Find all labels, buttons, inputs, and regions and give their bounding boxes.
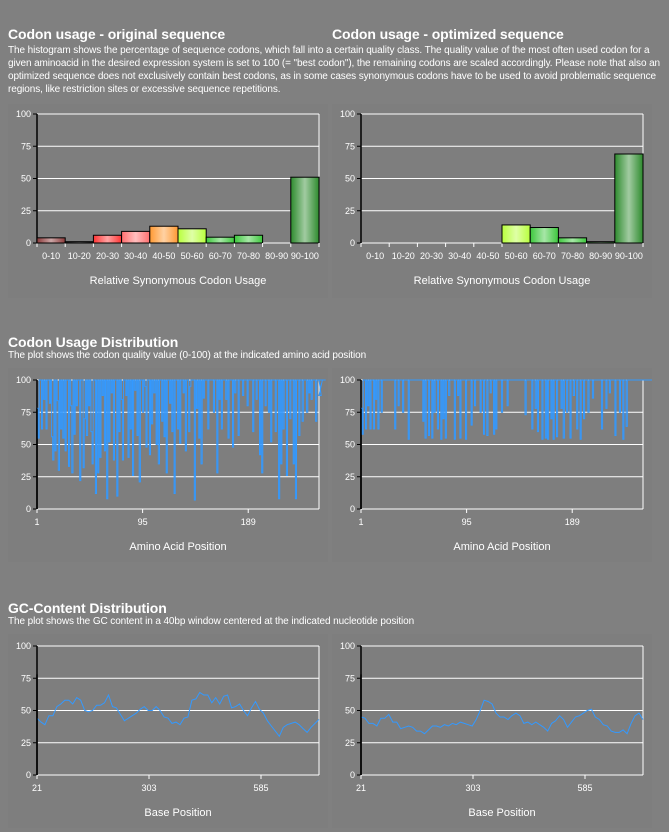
bar-70-80 bbox=[233, 234, 264, 244]
bar-30-40 bbox=[121, 230, 151, 244]
bar-0-10 bbox=[36, 237, 66, 244]
y-tick-label: 25 bbox=[345, 472, 355, 482]
x-tick-label: 0-10 bbox=[42, 251, 60, 261]
y-tick-label: 0 bbox=[350, 504, 355, 514]
y-tick-label: 25 bbox=[345, 738, 355, 748]
x-tick-label: 60-70 bbox=[209, 251, 232, 261]
bar-40-50 bbox=[149, 225, 179, 244]
y-tick-label: 50 bbox=[21, 706, 31, 716]
codon-dist-optimized-panel bbox=[332, 368, 652, 562]
x-axis-title: Amino Acid Position bbox=[129, 541, 226, 553]
gc-distribution-title: GC-Content Distribution bbox=[8, 600, 167, 616]
bar-70-80 bbox=[557, 237, 588, 244]
x-tick-label: 10-20 bbox=[68, 251, 91, 261]
x-tick-label: 70-80 bbox=[237, 251, 260, 261]
x-tick-label: 50-60 bbox=[505, 251, 528, 261]
bar-80-90 bbox=[586, 241, 616, 244]
y-tick-label: 100 bbox=[16, 375, 31, 385]
codon-distribution-title: Codon Usage Distribution bbox=[8, 334, 179, 350]
x-tick-label: 30-40 bbox=[124, 251, 147, 261]
x-tick-label: 20-30 bbox=[420, 251, 443, 261]
y-tick-label: 75 bbox=[21, 673, 31, 683]
y-tick-label: 50 bbox=[345, 440, 355, 450]
codon-usage-optimized-title: Codon usage - optimized sequence bbox=[332, 26, 564, 42]
gc-original-series-line bbox=[36, 691, 320, 738]
y-tick-label: 0 bbox=[350, 770, 355, 780]
gc-optimized-series-line bbox=[360, 699, 644, 735]
y-tick-label: 50 bbox=[345, 706, 355, 716]
y-tick-label: 75 bbox=[345, 141, 355, 151]
y-tick-label: 100 bbox=[16, 109, 31, 119]
codon-dist-optimized-series-line bbox=[361, 379, 652, 440]
x-axis-title: Base Position bbox=[468, 807, 535, 819]
x-tick-label: 95 bbox=[462, 517, 472, 527]
x-tick-label: 80-90 bbox=[589, 251, 612, 261]
bar-90-100 bbox=[290, 176, 320, 244]
x-tick-label: 303 bbox=[141, 783, 156, 793]
y-tick-label: 75 bbox=[21, 407, 31, 417]
x-tick-label: 10-20 bbox=[392, 251, 415, 261]
y-tick-label: 0 bbox=[350, 238, 355, 248]
x-tick-label: 95 bbox=[138, 517, 148, 527]
bar-90-100 bbox=[614, 153, 644, 244]
x-axis-title: Relative Synonymous Codon Usage bbox=[414, 275, 591, 287]
bar-50-60 bbox=[177, 228, 207, 244]
gc-distribution-description: The plot shows the GC content in a 40bp … bbox=[8, 616, 415, 627]
x-tick-label: 21 bbox=[356, 783, 366, 793]
bar-60-70 bbox=[529, 227, 559, 244]
y-tick-label: 0 bbox=[26, 770, 31, 780]
y-tick-label: 100 bbox=[340, 375, 355, 385]
y-tick-label: 25 bbox=[345, 206, 355, 216]
codon-usage-description: The histogram shows the percentage of se… bbox=[8, 45, 661, 95]
x-tick-label: 189 bbox=[565, 517, 580, 527]
y-tick-label: 100 bbox=[340, 109, 355, 119]
y-tick-label: 25 bbox=[21, 472, 31, 482]
x-tick-label: 1 bbox=[34, 517, 39, 527]
x-axis-title: Relative Synonymous Codon Usage bbox=[90, 275, 267, 287]
bar-10-20 bbox=[64, 241, 94, 244]
x-tick-label: 0-10 bbox=[366, 251, 384, 261]
x-tick-label: 50-60 bbox=[181, 251, 204, 261]
gc-optimized-panel bbox=[332, 634, 652, 828]
y-tick-label: 100 bbox=[16, 641, 31, 651]
y-tick-label: 0 bbox=[26, 238, 31, 248]
y-tick-label: 75 bbox=[345, 673, 355, 683]
x-tick-label: 303 bbox=[465, 783, 480, 793]
bar-60-70 bbox=[205, 236, 235, 244]
x-tick-label: 585 bbox=[253, 783, 268, 793]
y-tick-label: 50 bbox=[21, 174, 31, 184]
x-axis-title: Base Position bbox=[144, 807, 211, 819]
x-tick-label: 189 bbox=[241, 517, 256, 527]
x-tick-label: 70-80 bbox=[561, 251, 584, 261]
y-tick-label: 75 bbox=[21, 141, 31, 151]
y-tick-label: 75 bbox=[345, 407, 355, 417]
y-tick-label: 25 bbox=[21, 206, 31, 216]
bar-20-30 bbox=[92, 234, 123, 244]
y-tick-label: 50 bbox=[21, 440, 31, 450]
x-tick-label: 40-50 bbox=[152, 251, 175, 261]
x-tick-label: 30-40 bbox=[448, 251, 471, 261]
y-tick-label: 100 bbox=[340, 641, 355, 651]
x-tick-label: 40-50 bbox=[476, 251, 499, 261]
codon-usage-original-title: Codon usage - original sequence bbox=[8, 26, 226, 42]
x-tick-label: 60-70 bbox=[533, 251, 556, 261]
bar-50-60 bbox=[501, 224, 531, 244]
x-tick-label: 20-30 bbox=[96, 251, 119, 261]
x-tick-label: 585 bbox=[577, 783, 592, 793]
x-tick-label: 21 bbox=[32, 783, 42, 793]
x-axis-title: Amino Acid Position bbox=[453, 541, 550, 553]
y-tick-label: 50 bbox=[345, 174, 355, 184]
x-tick-label: 1 bbox=[358, 517, 363, 527]
x-tick-label: 90-100 bbox=[615, 251, 643, 261]
codon-dist-original-series-line bbox=[37, 379, 326, 501]
codon-distribution-description: The plot shows the codon quality value (… bbox=[8, 350, 367, 361]
hist-original-panel bbox=[8, 104, 328, 298]
x-tick-label: 90-100 bbox=[291, 251, 319, 261]
y-tick-label: 25 bbox=[21, 738, 31, 748]
y-tick-label: 0 bbox=[26, 504, 31, 514]
x-tick-label: 80-90 bbox=[265, 251, 288, 261]
hist-optimized-panel bbox=[332, 104, 652, 298]
